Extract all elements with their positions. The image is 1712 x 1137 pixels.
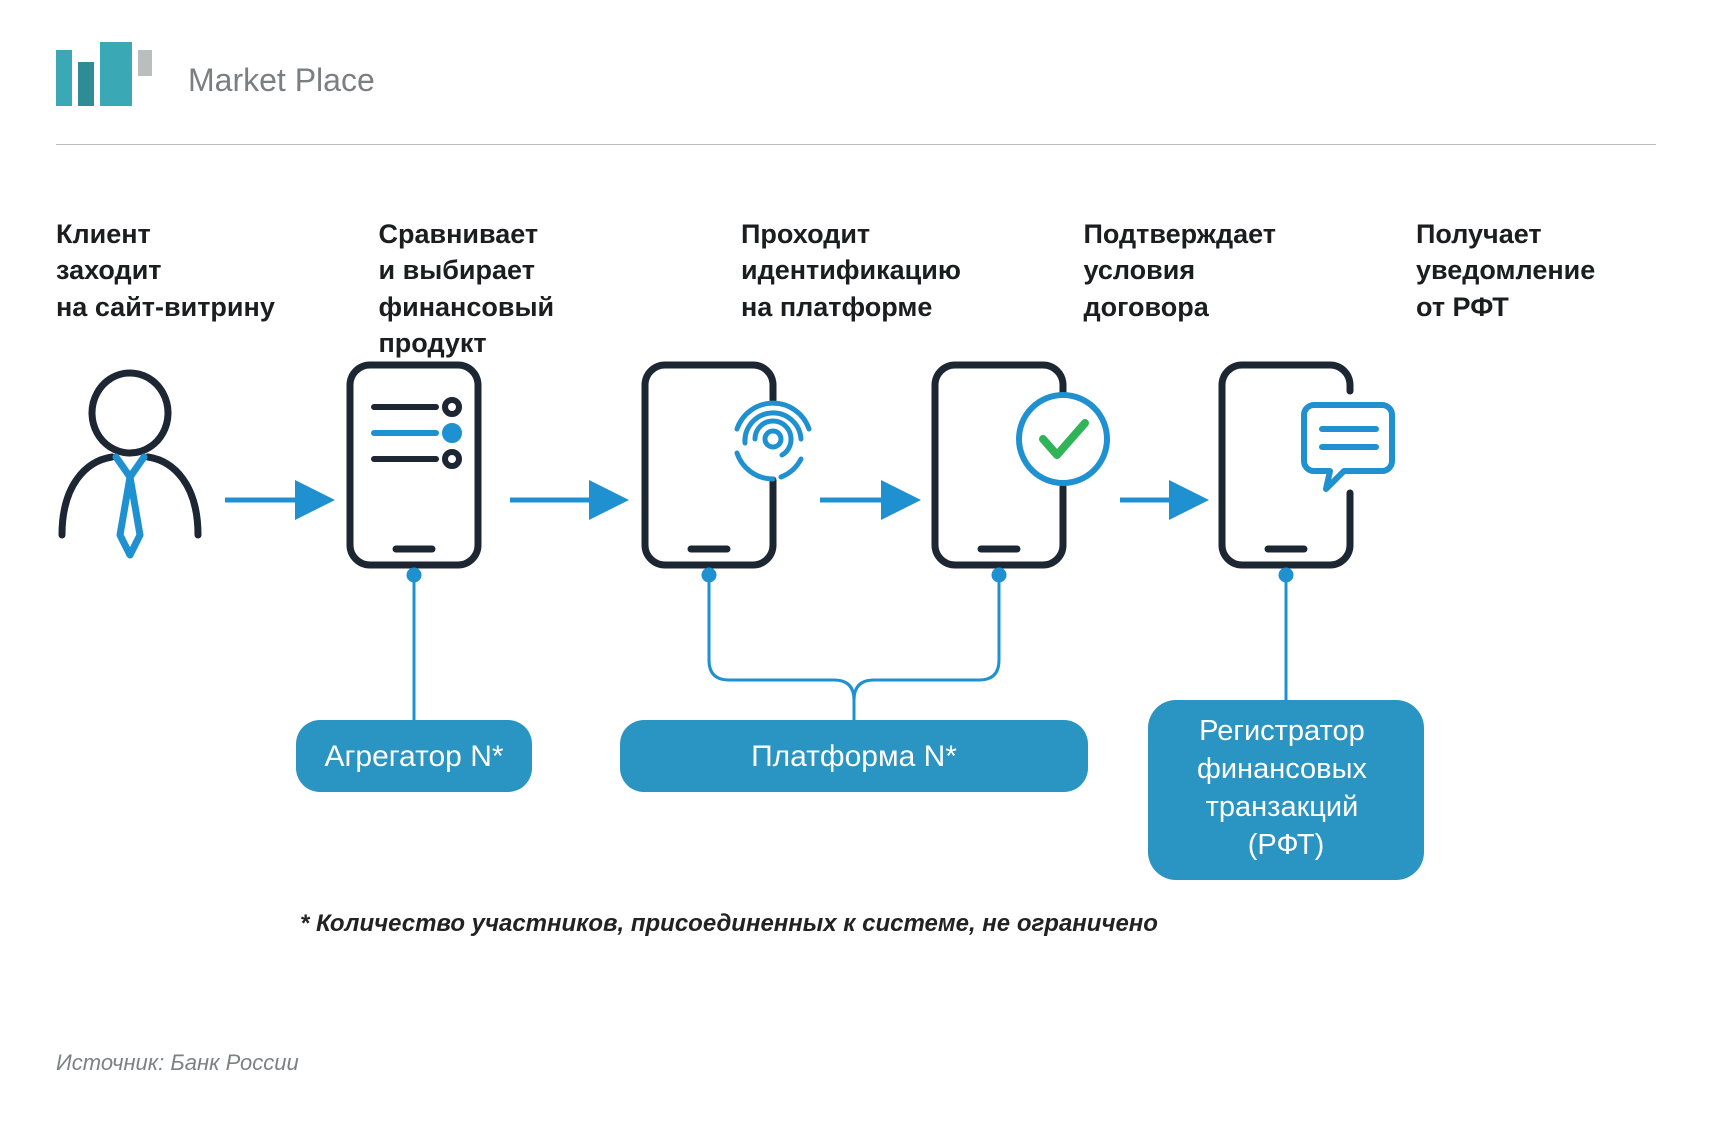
pill-rft: Регистратор финансовых транзакций (РФТ) <box>1148 700 1424 880</box>
phone-list-icon <box>350 365 478 565</box>
phone-message-icon <box>1222 365 1392 565</box>
pill-rft-line4: (РФТ) <box>1248 829 1324 861</box>
pill-rft-line1: Регистратор <box>1199 715 1365 747</box>
pill-aggregator-label: Агрегатор N* <box>324 740 503 773</box>
phone-fingerprint-icon <box>645 365 809 565</box>
person-icon <box>62 373 198 555</box>
pill-platform-label: Платформа N* <box>751 740 957 773</box>
pill-rft-line2: финансовых <box>1197 753 1367 785</box>
diagram-canvas: Агрегатор N* Платформа N* Регистратор фи… <box>0 0 1712 1137</box>
pill-platform: Платформа N* <box>620 720 1088 792</box>
pill-aggregator: Агрегатор N* <box>296 720 532 792</box>
page: Market Place Клиент заходит на сайт-витр… <box>0 0 1712 1137</box>
pill-rft-line3: транзакций <box>1206 791 1359 823</box>
source-label: Источник: Банк России <box>56 1050 299 1076</box>
phone-check-icon <box>935 365 1107 565</box>
connectors <box>408 569 1292 720</box>
footnote: * Количество участников, присоединенных … <box>300 910 1158 938</box>
